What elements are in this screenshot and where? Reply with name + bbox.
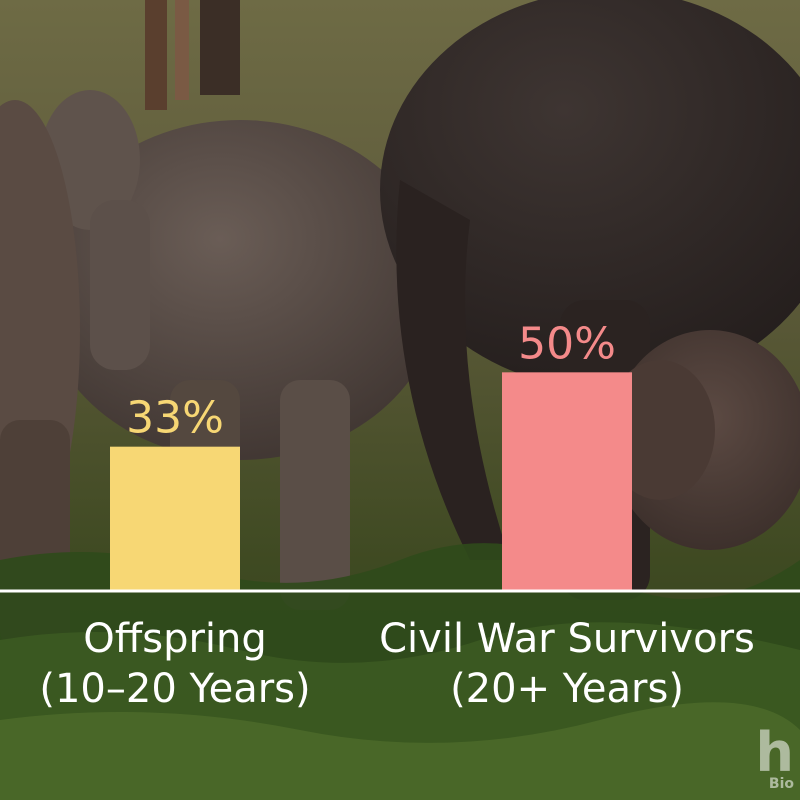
watermark-logo: h Bio bbox=[755, 721, 794, 793]
bar-0 bbox=[110, 446, 240, 591]
bar-1 bbox=[502, 372, 632, 591]
watermark-mark: h bbox=[755, 721, 794, 784]
watermark-text: Bio bbox=[768, 776, 794, 792]
bar-value-label-1: 50% bbox=[518, 318, 616, 369]
category-label-0-line-0: Offspring bbox=[83, 616, 267, 662]
bar-value-label-0: 33% bbox=[126, 393, 224, 444]
category-label-1-line-1: (20+ Years) bbox=[450, 666, 684, 712]
category-label-1-line-0: Civil War Survivors bbox=[379, 616, 755, 662]
category-label-0-line-1: (10–20 Years) bbox=[39, 666, 310, 712]
